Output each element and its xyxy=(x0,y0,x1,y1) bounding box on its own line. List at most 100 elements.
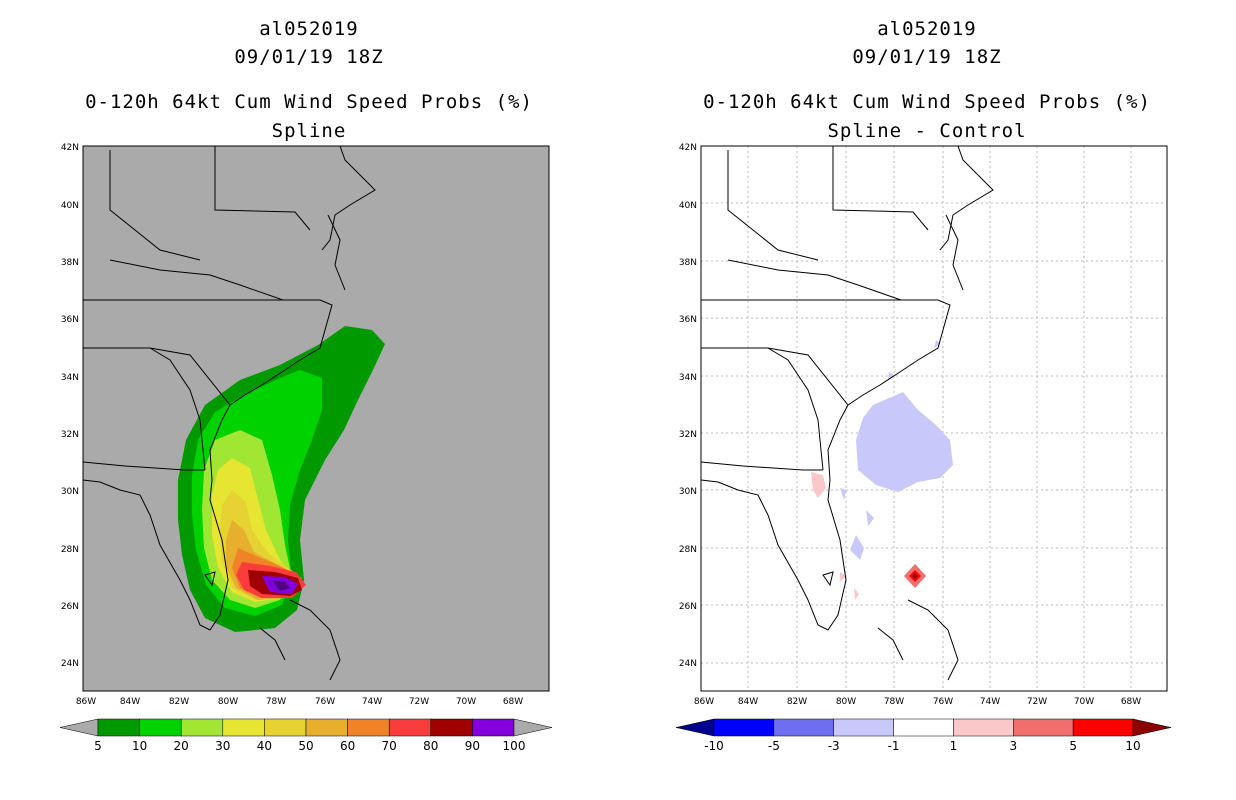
lat-label: 26N xyxy=(679,602,697,612)
lon-label: 76W xyxy=(315,697,335,707)
lon-label: 70W xyxy=(1074,697,1094,707)
colorbar-label: 100 xyxy=(503,739,526,753)
product-title: 0-120h 64kt Cum Wind Speed Probs (%) xyxy=(703,91,1151,113)
map-right: 24N 26N 28N 30N 32N 34N 36N 38N 40N 42N … xyxy=(675,143,1172,753)
colorbar-swatch xyxy=(97,718,140,737)
lat-label: 40N xyxy=(679,201,697,211)
lat-label: 26N xyxy=(61,602,79,612)
colorbar-label: 90 xyxy=(465,739,480,753)
colorbar-swatch xyxy=(264,718,307,737)
colorbar-over-arrow xyxy=(1132,718,1172,737)
lat-axis-left: 24N 26N 28N 30N 32N 34N 36N 38N 40N 42N xyxy=(61,143,79,669)
lon-label: 74W xyxy=(362,697,382,707)
colorbar-label: 20 xyxy=(174,739,189,753)
lon-label: 80W xyxy=(218,697,238,707)
colorbar-left: 5 10 20 30 40 50 60 70 80 90 100 xyxy=(59,718,553,753)
colorbar-label: 3 xyxy=(1009,739,1017,753)
coastline-right xyxy=(701,146,994,681)
diff-plus-1-region xyxy=(811,472,826,498)
lon-label: 86W xyxy=(76,697,96,707)
lat-label: 24N xyxy=(679,659,697,669)
lat-label: 34N xyxy=(679,373,697,383)
colorbar-label: 70 xyxy=(382,739,397,753)
map-background xyxy=(701,146,1167,691)
lon-label: 68W xyxy=(1121,697,1141,707)
diff-minus-1-region xyxy=(888,372,894,380)
lat-label: 24N xyxy=(61,659,79,669)
lat-label: 32N xyxy=(61,430,79,440)
diff-minus-1-region xyxy=(856,392,953,492)
colorbar-swatch xyxy=(347,718,390,737)
colorbar-label: -5 xyxy=(768,739,780,753)
lat-label: 34N xyxy=(61,373,79,383)
subtitle: Spline xyxy=(271,120,347,142)
colorbar-label: 10 xyxy=(1125,739,1140,753)
lon-axis-right: 86W 84W 82W 80W 78W 76W 74W 72W 70W 68W xyxy=(694,697,1141,707)
lon-axis-left: 86W 84W 82W 80W 78W 76W 74W 72W 70W 68W xyxy=(76,697,523,707)
colorbar-label: 40 xyxy=(257,739,272,753)
left-panel: al052019 09/01/19 18Z 0-120h 64kt Cum Wi… xyxy=(59,18,553,753)
colorbar-swatch xyxy=(472,718,515,737)
colorbar-label: -1 xyxy=(888,739,900,753)
colorbar-label: 80 xyxy=(423,739,438,753)
lon-label: 72W xyxy=(409,697,429,707)
lon-label: 84W xyxy=(120,697,140,707)
colorbar-swatch xyxy=(430,718,473,737)
lon-label: 86W xyxy=(694,697,714,707)
lon-label: 76W xyxy=(933,697,953,707)
colorbar-right: -10 -5 -3 -1 1 3 5 10 xyxy=(675,718,1172,753)
storm-id-title: al052019 xyxy=(259,18,359,40)
datetime-title: 09/01/19 18Z xyxy=(852,46,1002,68)
colorbar-under-arrow xyxy=(59,718,99,737)
colorbar-label: 10 xyxy=(132,739,147,753)
colorbar-label: -3 xyxy=(828,739,840,753)
colorbar-swatch xyxy=(388,718,432,737)
lat-label: 38N xyxy=(61,258,79,268)
lat-label: 42N xyxy=(61,143,79,153)
prob-100-core xyxy=(272,580,290,591)
map-frame xyxy=(700,145,1168,692)
colorbar-swatch xyxy=(305,718,348,737)
colorbar-label: 30 xyxy=(215,739,230,753)
colorbar-swatch xyxy=(1072,718,1134,737)
lon-label: 84W xyxy=(738,697,758,707)
lat-label: 28N xyxy=(61,545,79,555)
colorbar-label: 1 xyxy=(950,739,958,753)
map-left: 24N 26N 28N 30N 32N 34N 36N 38N 40N 42N … xyxy=(59,143,553,753)
lat-axis-right: 24N 26N 28N 30N 32N 34N 36N 38N 40N 42N xyxy=(679,143,697,669)
colorbar-label: -10 xyxy=(704,739,724,753)
diff-plus-1-region xyxy=(854,588,859,600)
colorbar-swatch xyxy=(139,718,182,737)
lat-label: 40N xyxy=(61,201,79,211)
colorbar-swatch xyxy=(222,718,265,737)
lat-label: 30N xyxy=(679,487,697,497)
lon-label: 80W xyxy=(836,697,856,707)
lat-label: 38N xyxy=(679,258,697,268)
lon-label: 68W xyxy=(503,697,523,707)
lat-label: 32N xyxy=(679,430,697,440)
lat-label: 36N xyxy=(61,315,79,325)
lon-label: 82W xyxy=(787,697,807,707)
colorbar-swatch xyxy=(773,718,834,737)
colorbar-swatch xyxy=(833,718,894,737)
diff-plus-1-region xyxy=(840,572,846,582)
diff-minus-1-region xyxy=(840,488,846,500)
colorbar-label: 5 xyxy=(1069,739,1077,753)
lon-label: 70W xyxy=(456,697,476,707)
colorbar-label: 5 xyxy=(94,739,102,753)
subtitle: Spline - Control xyxy=(827,120,1027,142)
lon-label: 82W xyxy=(169,697,189,707)
diff-plus-10-region xyxy=(912,573,918,579)
colorbar-swatch xyxy=(953,718,1014,737)
lon-label: 74W xyxy=(980,697,1000,707)
colorbar-label: 50 xyxy=(298,739,313,753)
colorbar-under-arrow xyxy=(675,718,715,737)
coastline-left xyxy=(83,146,549,681)
colorbar-swatch xyxy=(180,718,224,737)
colorbar-swatch xyxy=(893,718,954,737)
lat-lon-grid xyxy=(701,146,1167,691)
colorbar-swatch xyxy=(1013,718,1074,737)
lat-label: 28N xyxy=(679,545,697,555)
colorbar-over-arrow xyxy=(513,718,553,737)
map-frame xyxy=(82,145,550,692)
